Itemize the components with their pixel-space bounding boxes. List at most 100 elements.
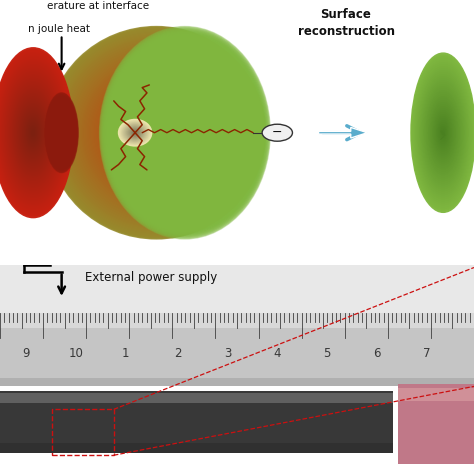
Ellipse shape	[420, 75, 466, 191]
Ellipse shape	[100, 27, 269, 238]
Ellipse shape	[80, 56, 237, 209]
Ellipse shape	[74, 51, 242, 214]
Ellipse shape	[131, 129, 139, 136]
Ellipse shape	[418, 69, 469, 196]
Ellipse shape	[133, 68, 237, 198]
Ellipse shape	[47, 27, 265, 239]
Ellipse shape	[132, 67, 238, 199]
Ellipse shape	[88, 64, 230, 202]
Ellipse shape	[50, 28, 264, 237]
Ellipse shape	[70, 47, 246, 219]
Ellipse shape	[123, 56, 246, 209]
Ellipse shape	[51, 30, 263, 236]
Ellipse shape	[110, 40, 259, 225]
Ellipse shape	[128, 63, 241, 203]
Ellipse shape	[123, 123, 146, 142]
Ellipse shape	[163, 105, 207, 160]
Ellipse shape	[55, 34, 258, 231]
Ellipse shape	[117, 90, 204, 175]
Ellipse shape	[24, 114, 42, 151]
Ellipse shape	[61, 131, 62, 134]
Ellipse shape	[19, 104, 47, 162]
Ellipse shape	[131, 103, 192, 163]
Ellipse shape	[59, 126, 64, 139]
Ellipse shape	[0, 58, 69, 208]
Ellipse shape	[17, 99, 49, 167]
Ellipse shape	[136, 72, 234, 193]
Ellipse shape	[428, 97, 458, 169]
Ellipse shape	[61, 39, 253, 226]
Ellipse shape	[130, 102, 193, 164]
Ellipse shape	[0, 63, 66, 202]
Ellipse shape	[82, 58, 235, 207]
Ellipse shape	[13, 90, 53, 175]
Ellipse shape	[114, 45, 255, 221]
Ellipse shape	[145, 83, 225, 182]
Ellipse shape	[122, 94, 200, 171]
Ellipse shape	[127, 126, 143, 139]
Bar	[52, 410, 114, 455]
Ellipse shape	[60, 38, 254, 227]
Ellipse shape	[114, 87, 207, 178]
Ellipse shape	[57, 122, 66, 143]
Ellipse shape	[148, 119, 177, 146]
Ellipse shape	[0, 61, 67, 204]
Ellipse shape	[437, 117, 450, 149]
Ellipse shape	[148, 87, 221, 178]
Ellipse shape	[436, 115, 450, 151]
Ellipse shape	[108, 37, 262, 228]
Ellipse shape	[29, 124, 37, 141]
Text: 4: 4	[273, 346, 281, 360]
Ellipse shape	[106, 34, 264, 231]
Ellipse shape	[58, 123, 65, 142]
Ellipse shape	[52, 109, 72, 156]
Text: 10: 10	[68, 346, 83, 360]
Ellipse shape	[110, 39, 260, 226]
Ellipse shape	[16, 95, 51, 170]
Ellipse shape	[159, 128, 168, 137]
Ellipse shape	[434, 109, 453, 156]
Ellipse shape	[107, 81, 213, 185]
Ellipse shape	[172, 117, 198, 149]
Ellipse shape	[136, 107, 188, 158]
Ellipse shape	[141, 112, 183, 153]
Ellipse shape	[126, 126, 144, 140]
Ellipse shape	[102, 76, 218, 189]
Ellipse shape	[412, 55, 474, 210]
Ellipse shape	[118, 91, 203, 174]
Ellipse shape	[171, 116, 199, 150]
Ellipse shape	[53, 32, 260, 234]
Ellipse shape	[53, 113, 70, 153]
Ellipse shape	[420, 77, 466, 189]
Ellipse shape	[124, 97, 198, 169]
Ellipse shape	[14, 92, 53, 173]
Ellipse shape	[164, 106, 206, 159]
Ellipse shape	[126, 59, 244, 206]
Ellipse shape	[414, 61, 472, 204]
Ellipse shape	[156, 97, 214, 169]
Ellipse shape	[52, 110, 71, 155]
Ellipse shape	[139, 110, 185, 155]
Ellipse shape	[30, 126, 36, 139]
Ellipse shape	[104, 32, 266, 234]
Ellipse shape	[73, 50, 243, 216]
Ellipse shape	[55, 33, 259, 233]
Ellipse shape	[27, 121, 39, 145]
Ellipse shape	[432, 105, 455, 161]
Ellipse shape	[57, 121, 66, 145]
Ellipse shape	[97, 72, 222, 193]
Ellipse shape	[428, 95, 458, 171]
Ellipse shape	[116, 89, 205, 176]
Ellipse shape	[142, 80, 228, 186]
Ellipse shape	[84, 61, 233, 205]
Ellipse shape	[0, 56, 69, 209]
Ellipse shape	[32, 131, 34, 135]
Ellipse shape	[121, 121, 149, 144]
Ellipse shape	[161, 131, 165, 135]
Ellipse shape	[136, 71, 234, 194]
Ellipse shape	[23, 110, 44, 155]
Text: External power supply: External power supply	[85, 271, 218, 283]
Ellipse shape	[8, 78, 59, 187]
Ellipse shape	[433, 107, 454, 159]
Ellipse shape	[67, 45, 248, 221]
